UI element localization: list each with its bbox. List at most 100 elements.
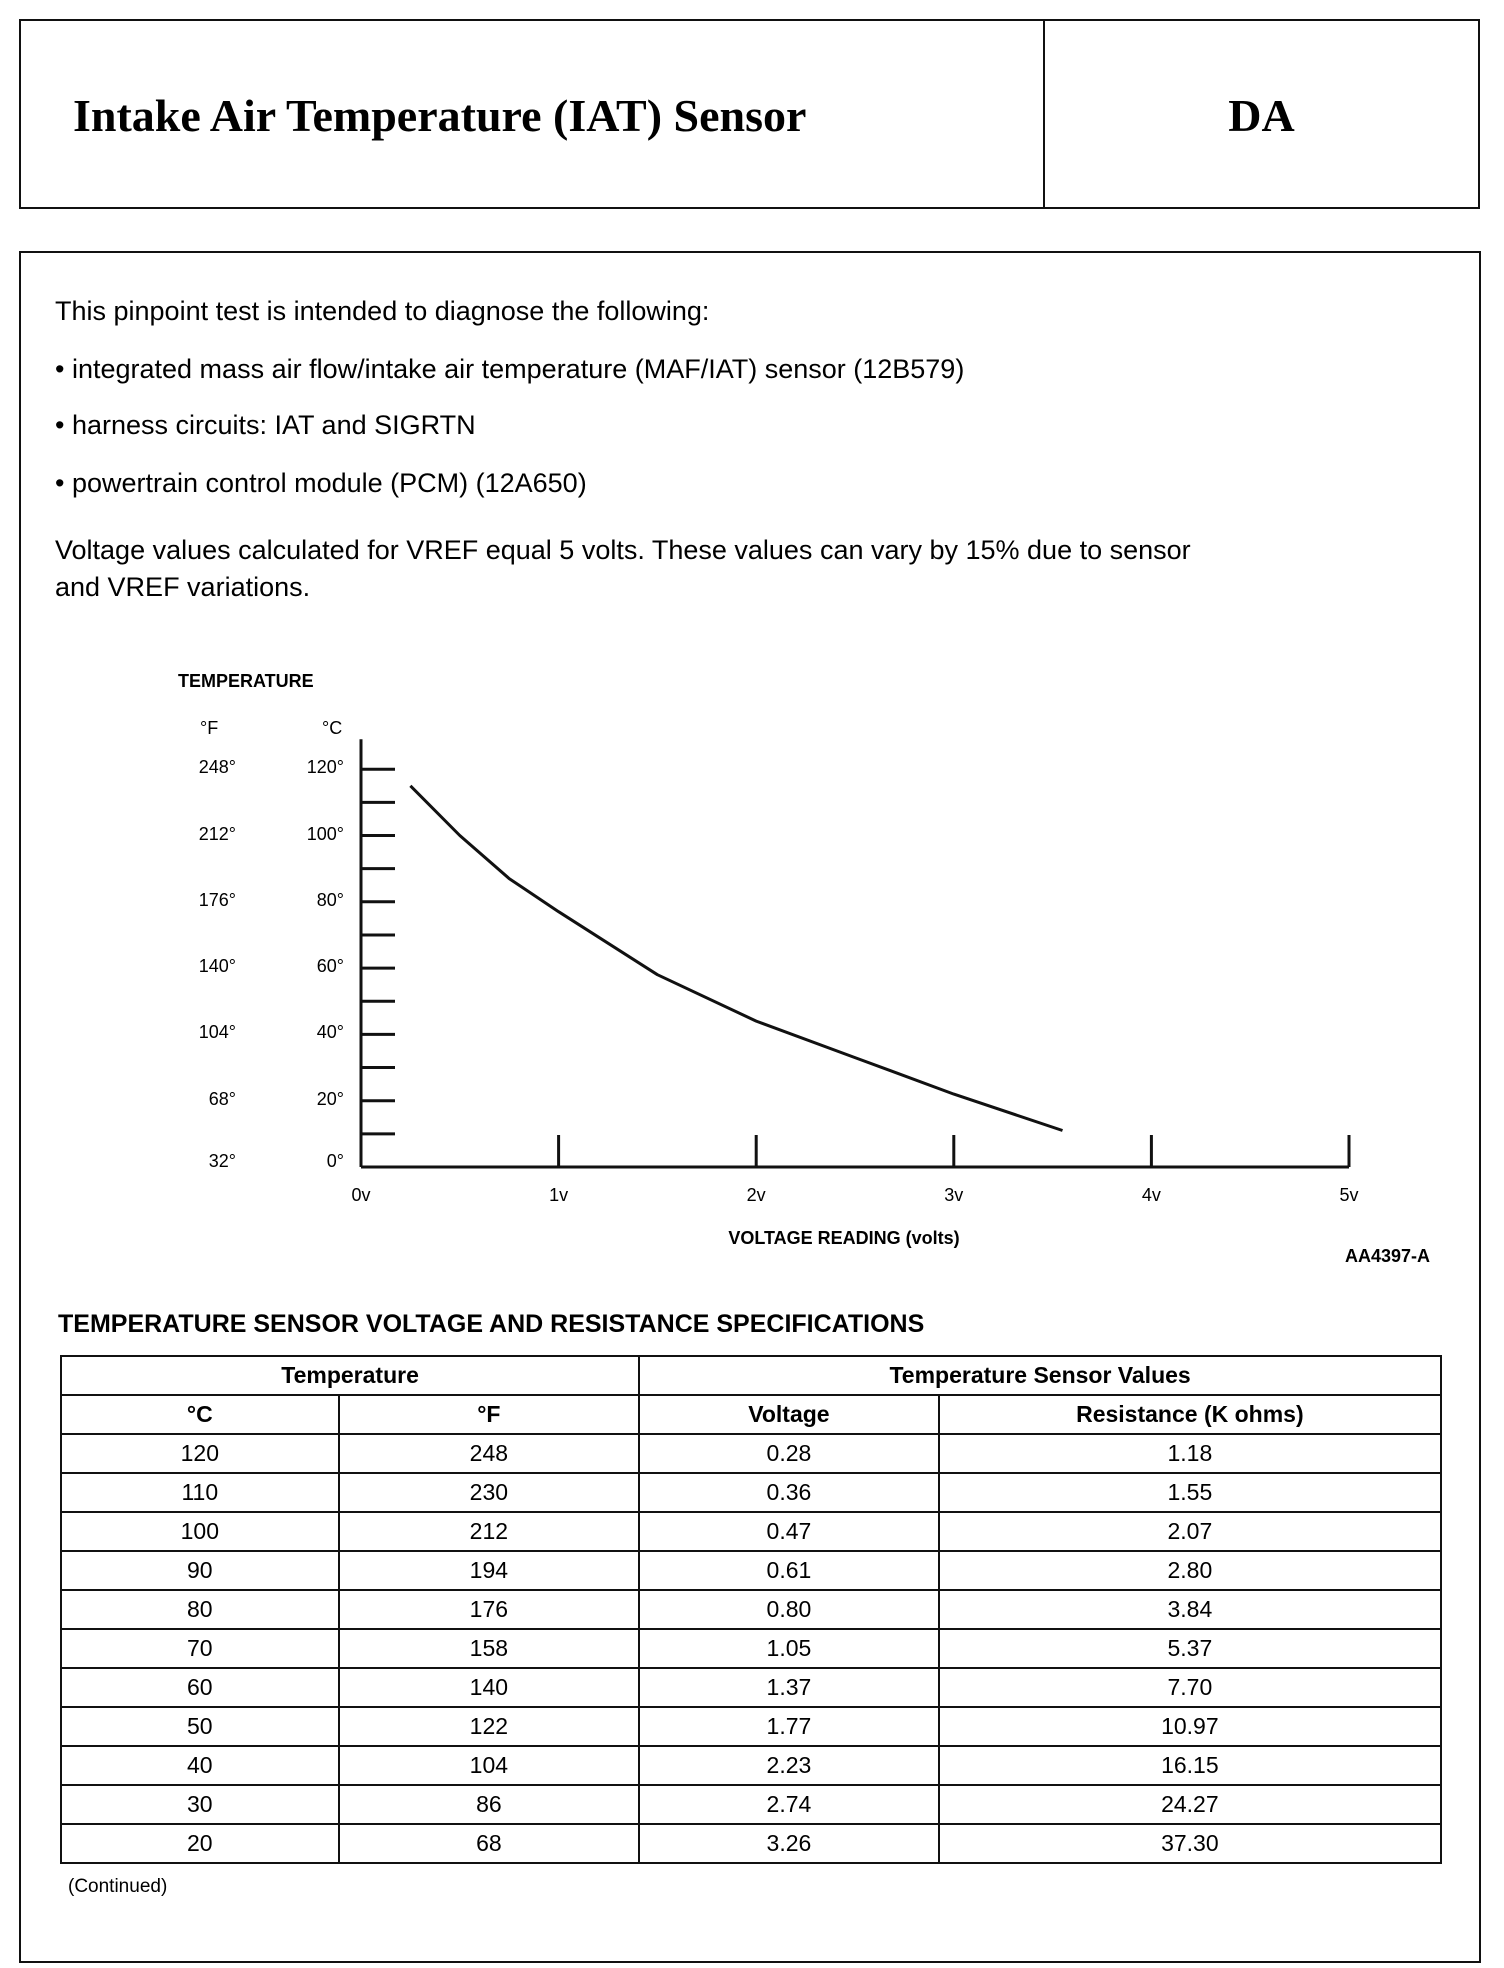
bullet-item: • integrated mass air flow/intake air te…	[55, 354, 965, 384]
x-axis-label: VOLTAGE READING (volts)	[728, 1228, 960, 1248]
table-cell: 68	[337, 1823, 641, 1864]
y-unit-f: °F	[200, 718, 219, 738]
table-row: 100 212 0.47 2.07	[60, 1511, 1443, 1552]
table-cell: 80	[60, 1589, 340, 1630]
header-divider	[1043, 21, 1045, 207]
table-cell: 110	[60, 1472, 340, 1513]
table-cell: 248	[337, 1433, 641, 1474]
x-tick-label: 0v	[351, 1185, 371, 1205]
table-cell: 0.47	[638, 1511, 940, 1552]
intro-lead: This pinpoint test is intended to diagno…	[55, 296, 710, 326]
bullet-item: • harness circuits: IAT and SIGRTN	[55, 410, 476, 440]
y-tick-label-c: 100°	[306, 823, 344, 844]
table-cell: 5.37	[937, 1628, 1443, 1669]
table-cell: 3.84	[937, 1589, 1443, 1630]
temperature-voltage-curve	[409, 784, 1063, 1132]
header-box: Intake Air Temperature (IAT) Sensor DA	[19, 19, 1480, 209]
col-header-voltage: Voltage	[638, 1394, 940, 1435]
table-cell: 2.80	[937, 1550, 1443, 1591]
page-title: Intake Air Temperature (IAT) Sensor	[73, 90, 807, 141]
table-cell: 60	[60, 1667, 340, 1708]
table-cell: 100	[60, 1511, 340, 1552]
table-cell: 86	[337, 1784, 641, 1825]
group-header-sensor-values: Temperature Sensor Values	[638, 1355, 1442, 1396]
y-tick-label-f: 104°	[198, 1022, 236, 1043]
table-cell: 7.70	[937, 1667, 1443, 1708]
table-row: 110 230 0.36 1.55	[60, 1472, 1443, 1513]
table-cell: 50	[60, 1706, 340, 1747]
group-header-row: Temperature Temperature Sensor Values	[59, 1355, 1442, 1396]
continued-note: (Continued)	[68, 1876, 168, 1897]
table-cell: 140	[337, 1667, 641, 1708]
spec-table: Temperature Temperature Sensor Values °C…	[59, 1355, 1443, 1864]
table-cell: 1.55	[937, 1472, 1443, 1513]
col-header-resistance: Resistance (K ohms)	[937, 1394, 1443, 1435]
table-row: 120 248 0.28 1.18	[60, 1433, 1443, 1474]
table-title: TEMPERATURE SENSOR VOLTAGE AND RESISTANC…	[58, 1310, 925, 1338]
table-cell: 2.74	[638, 1784, 940, 1825]
table-cell: 1.37	[638, 1667, 940, 1708]
column-header-row: °C °F Voltage Resistance (K ohms)	[60, 1394, 1443, 1435]
section-code: DA	[1228, 90, 1295, 141]
table-cell: 0.80	[638, 1589, 940, 1630]
table-row: 70 158 1.05 5.37	[60, 1628, 1443, 1669]
table-cell: 70	[60, 1628, 340, 1669]
x-tick-label: 1v	[549, 1185, 569, 1205]
y-tick-label-f: 68°	[208, 1088, 236, 1109]
table-row: 30 86 2.74 24.27	[60, 1784, 1443, 1825]
table-row: 90 194 0.61 2.80	[60, 1550, 1443, 1591]
table-cell: 0.61	[638, 1550, 940, 1591]
table-cell: 158	[337, 1628, 641, 1669]
figure-id: AA4397-A	[1344, 1246, 1430, 1266]
chart-svg	[359, 739, 1351, 1169]
table-cell: 40	[60, 1745, 340, 1786]
y-tick-label-f: 212°	[198, 823, 236, 844]
table-row: 60 140 1.37 7.70	[60, 1667, 1443, 1708]
table-cell: 0.28	[638, 1433, 940, 1474]
table-cell: 2.07	[937, 1511, 1443, 1552]
table-cell: 16.15	[937, 1745, 1443, 1786]
table-row: 20 68 3.26 37.30	[60, 1823, 1443, 1864]
table-cell: 0.36	[638, 1472, 940, 1513]
table-cell: 3.26	[638, 1823, 940, 1864]
x-tick-label: 2v	[746, 1185, 766, 1205]
table-cell: 10.97	[937, 1706, 1443, 1747]
table-cell: 37.30	[937, 1823, 1443, 1864]
y-tick-label-f: 32°	[208, 1151, 236, 1171]
table-cell: 120	[60, 1433, 340, 1474]
bullet-text: powertrain control module (PCM) (12A650)	[71, 468, 587, 498]
y-unit-c: °C	[322, 718, 343, 738]
note-line: and VREF variations.	[55, 572, 311, 602]
table-cell: 1.18	[937, 1433, 1443, 1474]
x-tick-label: 5v	[1339, 1185, 1359, 1205]
table-cell: 30	[60, 1784, 340, 1825]
table-cell: 90	[60, 1550, 340, 1591]
y-tick-label-f: 176°	[198, 889, 236, 910]
table-cell: 1.05	[638, 1628, 940, 1669]
y-tick-label-f: 140°	[198, 956, 236, 977]
y-tick-label-c: 120°	[306, 757, 344, 778]
y-tick-label-c: 20°	[316, 1088, 344, 1109]
table-cell: 1.77	[638, 1706, 940, 1747]
col-header-c: °C	[60, 1394, 340, 1435]
content-box	[19, 251, 1481, 1963]
table-row: 80 176 0.80 3.84	[60, 1589, 1443, 1630]
y-tick-label-f: 248°	[198, 757, 236, 778]
table-cell: 194	[337, 1550, 641, 1591]
y-tick-label-c: 80°	[316, 889, 344, 910]
table-cell: 230	[337, 1472, 641, 1513]
table-row: 50 122 1.77 10.97	[60, 1706, 1443, 1747]
table-cell: 2.23	[638, 1745, 940, 1786]
x-tick-label: 3v	[944, 1185, 964, 1205]
col-header-f: °F	[337, 1394, 641, 1435]
bullet-text: harness circuits: IAT and SIGRTN	[71, 410, 476, 440]
note-line: Voltage values calculated for VREF equal…	[55, 535, 1191, 565]
table-cell: 20	[60, 1823, 340, 1864]
table-row: 40 104 2.23 16.15	[60, 1745, 1443, 1786]
bullet-text: integrated mass air flow/intake air temp…	[71, 354, 965, 384]
table-cell: 176	[337, 1589, 641, 1630]
group-header-temperature: Temperature	[59, 1355, 641, 1396]
table-cell: 104	[337, 1745, 641, 1786]
y-tick-label-c: 0°	[326, 1151, 344, 1171]
x-tick-label: 4v	[1141, 1185, 1161, 1205]
